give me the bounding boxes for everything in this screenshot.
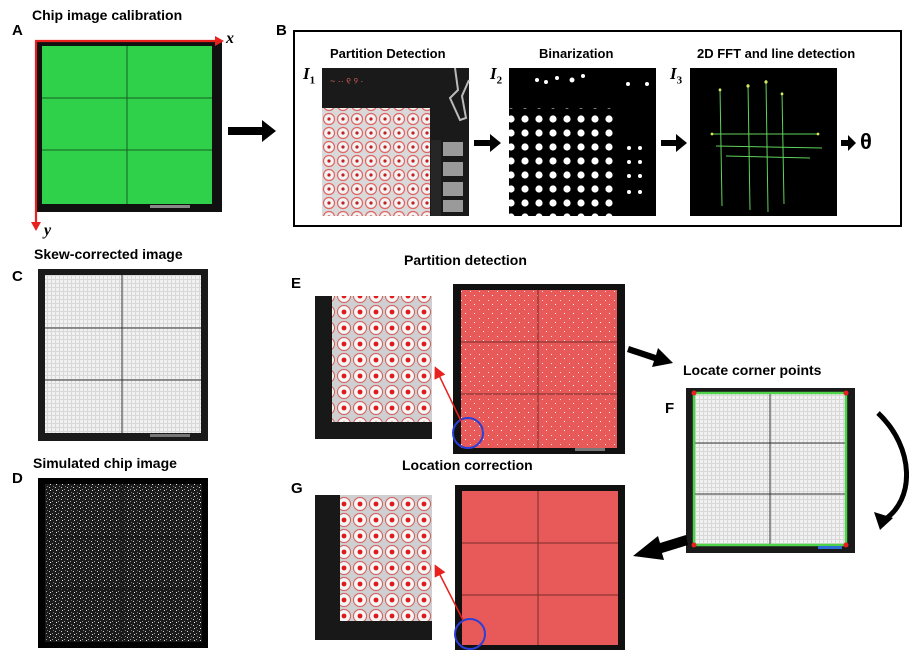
panel-letter-c: C — [12, 268, 23, 285]
title-location-correction: Location correction — [402, 457, 533, 473]
panel-letter-e: E — [291, 275, 302, 292]
panel-e-zoom-inset — [315, 296, 432, 439]
panel-b-fft-image — [690, 68, 837, 216]
image-label-i3: I3 — [670, 64, 683, 87]
arrow-b3-to-theta — [841, 135, 856, 151]
panel-letter-g: G — [291, 480, 303, 497]
panel-e-zoom-arrow — [434, 366, 462, 422]
panel-b-frame — [293, 30, 902, 227]
arrow-b1-to-b2 — [474, 134, 501, 152]
panel-d-simulated-image — [38, 478, 208, 648]
arrow-e-to-f — [627, 346, 673, 367]
image-label-i2: I2 — [490, 64, 503, 87]
image-label-i1: I1 — [303, 64, 316, 87]
panel-b-binarization-image — [509, 68, 656, 216]
panel-g-zoom-arrow — [434, 564, 464, 621]
panel-letter-d: D — [12, 470, 23, 487]
title-simulated-chip-image: Simulated chip image — [33, 455, 177, 471]
panel-e-chip-image — [453, 284, 625, 454]
panel-f-corner-image — [686, 388, 855, 553]
arrow-a-to-b — [228, 120, 276, 142]
axis-y-label: y — [44, 222, 52, 239]
panel-c-skew-corrected-image — [38, 269, 208, 441]
panel-letter-b: B — [276, 22, 287, 39]
step-partition-detection: Partition Detection — [330, 46, 446, 61]
arrow-f-to-g — [633, 535, 688, 560]
panel-letter-a: A — [12, 22, 23, 39]
theta-result: θ — [860, 129, 872, 154]
panel-a-chip-image — [35, 40, 222, 212]
panel-e-corner-circle — [452, 417, 484, 449]
curved-arrow-f — [876, 411, 909, 523]
panel-g-zoom-inset — [315, 495, 432, 640]
title-locate-corner-points: Locate corner points — [683, 362, 822, 378]
arrow-b2-to-b3 — [661, 134, 687, 152]
panel-letter-f: F — [665, 400, 675, 417]
panel-b-partition-detection-image: ~ ·· ୧ ୨ · — [322, 67, 470, 216]
step-fft-line-detection: 2D FFT and line detection — [697, 46, 856, 61]
svg-text:~ ·· ୧ ୨ ·: ~ ·· ୧ ୨ · — [330, 76, 363, 86]
title-skew-corrected-image: Skew-corrected image — [34, 246, 183, 262]
panel-g-corner-circle — [454, 618, 486, 650]
panel-a-axes — [31, 36, 224, 231]
title-partition-detection: Partition detection — [404, 252, 527, 268]
axis-x-label: x — [226, 30, 234, 47]
title-chip-image-calibration: Chip image calibration — [32, 7, 183, 23]
panel-g-chip-image — [455, 485, 625, 650]
step-binarization: Binarization — [539, 46, 614, 61]
